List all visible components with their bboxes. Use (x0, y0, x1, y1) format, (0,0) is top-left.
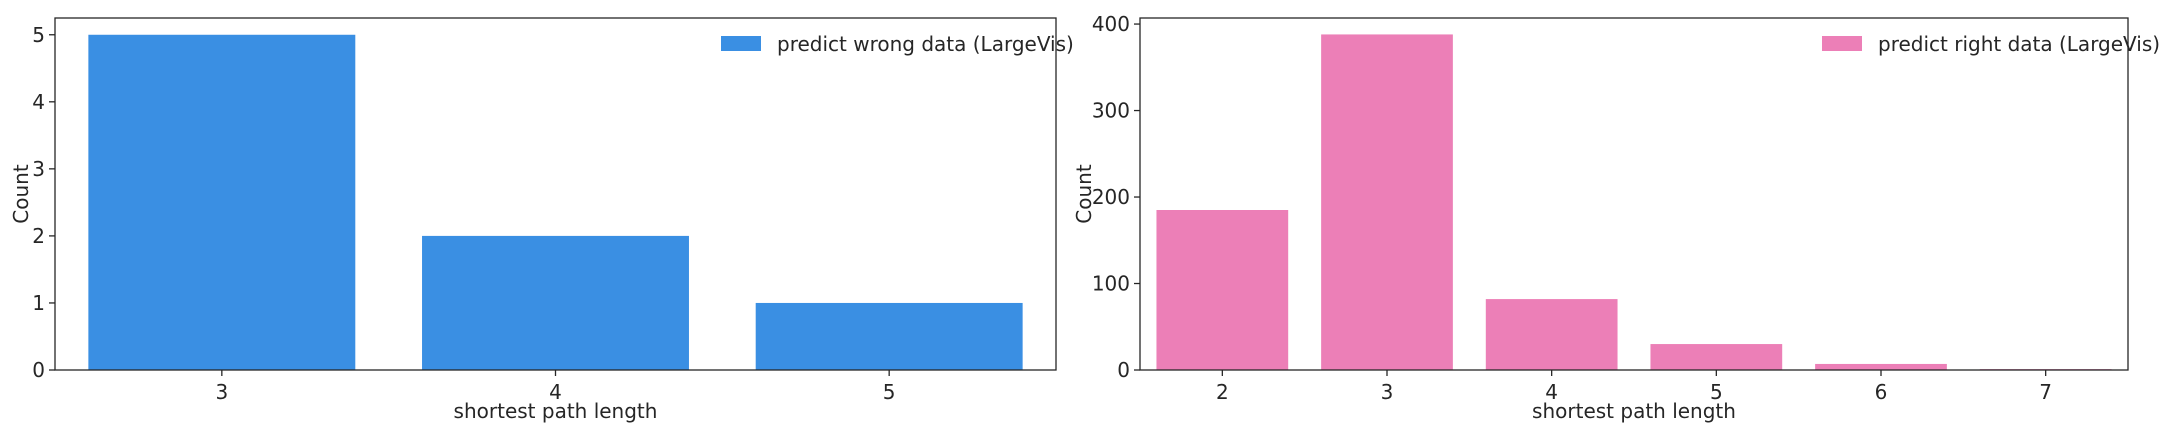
chart-predict-right: 0 100 200 300 400 2 3 4 5 6 7 shortest path length C… (1072, 12, 2160, 423)
bar-4 (422, 235, 689, 370)
bar-6 (1815, 363, 1947, 370)
x-tick-label: 6 (1875, 380, 1888, 404)
bar-3 (88, 34, 356, 371)
y-tick-label: 2 (32, 224, 45, 248)
y-tick-label: 1 (32, 291, 45, 315)
legend-swatch (721, 36, 761, 51)
y-tick-label: 4 (32, 90, 45, 114)
y-tick-label: 400 (1092, 12, 1130, 36)
x-axis-label: shortest path length (454, 399, 658, 423)
bar-4 (1485, 299, 1618, 370)
x-tick-label: 4 (1545, 380, 1558, 404)
x-tick-label: 4 (549, 380, 562, 404)
y-tick-label: 0 (1117, 358, 1130, 382)
x-axis-label: shortest path length (1532, 399, 1736, 423)
y-tick-label: 100 (1092, 272, 1130, 296)
bar-5 (755, 302, 1023, 370)
legend-label: predict wrong data (LargeVis) (777, 32, 1074, 56)
x-tick-label: 5 (883, 380, 896, 404)
bar-2 (1156, 210, 1289, 370)
legend-swatch (1822, 36, 1862, 51)
x-tick-label: 3 (1381, 380, 1394, 404)
y-tick-label: 200 (1092, 185, 1130, 209)
y-tick-label: 300 (1092, 99, 1130, 123)
y-tick-label: 0 (32, 358, 45, 382)
x-tick-label: 3 (215, 380, 228, 404)
legend-label: predict right data (LargeVis) (1878, 32, 2160, 56)
chart-predict-wrong: 0 1 2 3 4 5 3 4 5 shortest path length Count predic… (9, 17, 1074, 423)
y-axis-label: Count (1072, 164, 1096, 224)
y-tick-label: 5 (32, 23, 45, 47)
x-tick-label: 2 (1216, 380, 1229, 404)
bar-5 (1650, 344, 1783, 370)
x-tick-label: 5 (1710, 380, 1723, 404)
plot-frame (1139, 17, 2129, 371)
bar-3 (1321, 34, 1453, 370)
y-axis-label: Count (9, 164, 33, 224)
x-tick-label: 7 (2039, 380, 2052, 404)
y-tick-label: 3 (32, 157, 45, 181)
